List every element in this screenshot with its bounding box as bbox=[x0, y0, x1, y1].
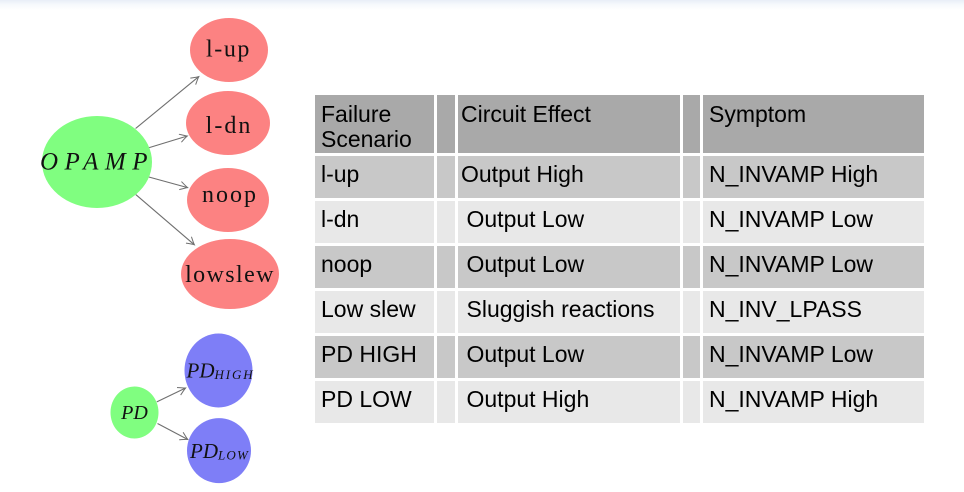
svg-text:l-dn: l-dn bbox=[206, 113, 253, 139]
svg-text:OPAMP: OPAMP bbox=[40, 149, 154, 176]
svg-text:l-up: l-up bbox=[206, 37, 251, 63]
svg-text:noop: noop bbox=[202, 182, 258, 208]
svg-text:lowslew: lowslew bbox=[185, 262, 275, 288]
svg-text:PD: PD bbox=[120, 402, 148, 424]
